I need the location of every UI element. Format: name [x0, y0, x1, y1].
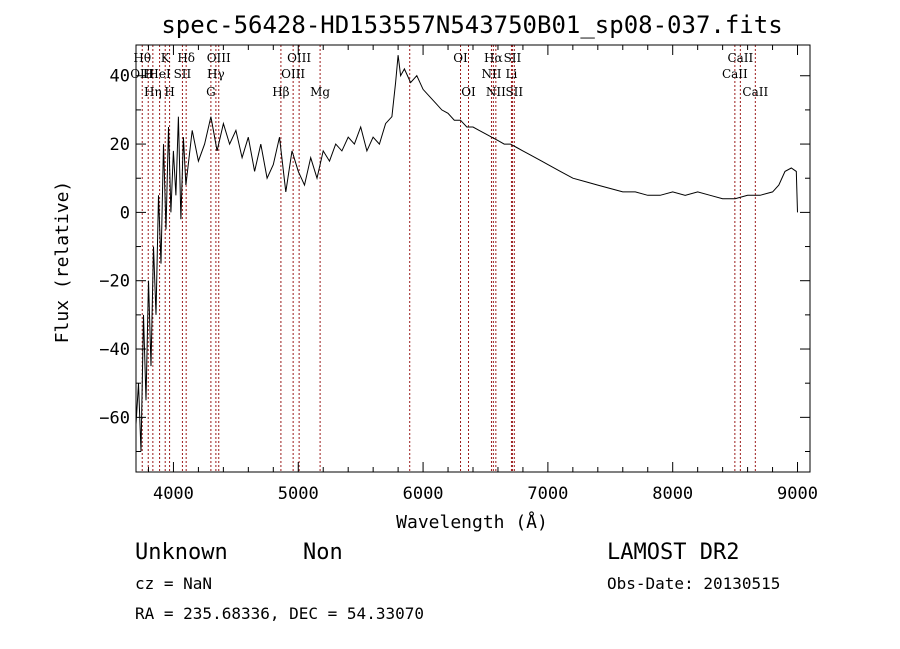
spectral-line-label: Mg — [310, 85, 330, 99]
y-tick-label: 0 — [120, 203, 130, 223]
plot-area: 4000 5000 6000 7000 8000 9000 −60−40−2002040 … — [99, 44, 818, 504]
x-tick-label: 4000 — [153, 484, 194, 504]
spectral-line-label: G — [206, 85, 216, 99]
spectral-line-label: Hβ — [272, 85, 289, 99]
y-axis: −60 −40 −20 0 20 40 — [99, 67, 810, 453]
plot-frame — [135, 44, 811, 473]
y-tick-label: −20 — [99, 272, 130, 292]
spectral-line-label: Hγ — [207, 67, 225, 81]
spectral-line-label: OIII — [207, 51, 231, 65]
spectral-line-label: Hδ — [177, 51, 195, 65]
redshift-text: cz = NaN — [135, 574, 212, 593]
object-name: Unknown — [135, 540, 228, 565]
spectral-line-label: Hα — [484, 51, 503, 65]
spectral-line-label: Li — [506, 67, 518, 81]
x-tick-label: 6000 — [403, 484, 444, 504]
spectral-line-label: OIII — [281, 67, 305, 81]
spectral-line-label: K — [161, 51, 171, 65]
spectral-line-label: HeI — [148, 67, 171, 81]
annotation-lines — [141, 45, 756, 472]
spectral-line-label: SII — [504, 51, 522, 65]
x-tick-label: 7000 — [527, 484, 568, 504]
y-axis-label: Flux (relative) — [52, 181, 73, 344]
y-tick-label: −40 — [99, 340, 130, 360]
spectral-line-label: OIII — [287, 51, 311, 65]
spectral-line-label: Hθ — [133, 51, 151, 65]
spectral-line-label: SII — [174, 67, 192, 81]
observation-date: Obs-Date: 20130515 — [607, 574, 780, 593]
object-class: Non — [303, 540, 343, 565]
y-tick-label: 40 — [110, 67, 130, 87]
spectral-line-label: NII — [486, 85, 506, 99]
x-tick-label: 9000 — [777, 484, 818, 504]
x-tick-label: 5000 — [278, 484, 319, 504]
spectral-line-label: H — [143, 67, 153, 81]
x-axis-label: Wavelength (Å) — [396, 511, 548, 533]
spectral-line-label: SII — [505, 85, 523, 99]
coordinates-text: RA = 235.68336, DEC = 54.33070 — [135, 604, 424, 623]
chart-title: spec-56428-HD153557N543750B01_sp08-037.f… — [161, 11, 782, 39]
spectral-line-label: NII — [481, 67, 501, 81]
annotation-labels: HθOIIIHHηHeIKHSIIHδGHγOIIIHβOIIIOIIIMgOI… — [130, 51, 768, 99]
spectral-line-label: CaII — [742, 85, 768, 99]
x-axis: 4000 5000 6000 7000 8000 9000 — [147, 45, 818, 504]
spectral-line-label: OI — [453, 51, 468, 65]
spectral-line-label: OIII — [130, 67, 154, 81]
y-tick-label: 20 — [110, 135, 130, 155]
spectral-line-label: H — [164, 85, 174, 99]
spectral-line-label: OI — [461, 85, 476, 99]
x-tick-label: 8000 — [652, 484, 693, 504]
spectrum-series-line — [135, 55, 798, 452]
y-tick-label: −60 — [99, 408, 130, 428]
spectral-line-label: CaII — [722, 67, 748, 81]
survey-name: LAMOST DR2 — [607, 540, 739, 565]
spectral-line-label: Hη — [144, 85, 162, 99]
spectral-line-label: CaII — [727, 51, 753, 65]
